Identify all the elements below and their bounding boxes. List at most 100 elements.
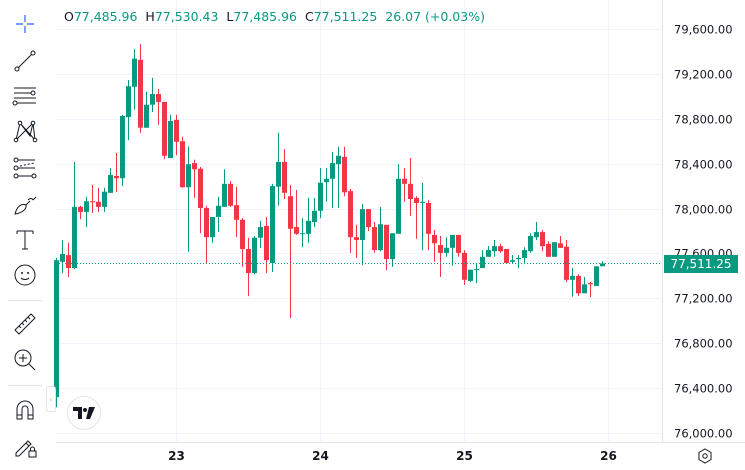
fib-retracement-tool[interactable]: [8, 81, 42, 111]
candle-down: [198, 167, 203, 234]
candle-down: [354, 224, 359, 258]
y-tick-label: 76,000.00: [674, 427, 733, 441]
candle-up: [528, 233, 533, 253]
measure-tool[interactable]: [8, 309, 42, 339]
time-axis[interactable]: 23 24 25 26: [168, 449, 617, 463]
candle-body: [486, 250, 491, 257]
emoji-tool[interactable]: [8, 260, 42, 290]
candle-up: [144, 91, 149, 128]
candle-body: [492, 246, 497, 252]
candle-up: [258, 220, 263, 248]
candle-down: [576, 274, 581, 297]
fib-retracement-icon: [12, 87, 36, 106]
y-tick-label: 78,000.00: [674, 203, 733, 217]
candle-down: [156, 89, 161, 125]
candle-down: [432, 229, 437, 262]
candle-body: [120, 115, 125, 179]
low-value: 77,485.96: [233, 9, 297, 24]
x-tick-label: 24: [312, 449, 329, 463]
candle-down: [96, 187, 101, 212]
candle-body: [534, 232, 539, 238]
candle-body: [546, 243, 551, 257]
candle-down: [342, 146, 347, 197]
candle-body: [462, 252, 467, 280]
magnet-tool[interactable]: [8, 395, 42, 425]
candle-down: [384, 224, 389, 271]
candle-down: [246, 237, 251, 297]
candle-up: [84, 196, 89, 228]
zoom-in-icon: [14, 349, 36, 371]
y-tick-label: 78,400.00: [674, 158, 733, 172]
candle-body: [390, 233, 395, 260]
candle-body: [174, 119, 179, 142]
candle-up: [492, 239, 497, 257]
text-tool[interactable]: [8, 225, 42, 255]
candle-down: [264, 216, 269, 274]
candle-body: [324, 178, 329, 183]
trend-line-icon: [14, 50, 36, 72]
change-value: 26.07 (+0.03%): [385, 9, 485, 24]
settings-icon[interactable]: [697, 448, 713, 464]
candle-up: [324, 168, 329, 202]
candle-body: [252, 237, 257, 274]
candle-body: [594, 266, 599, 286]
pattern-tool[interactable]: [8, 116, 42, 146]
candle-up: [318, 168, 323, 219]
candle-body: [378, 224, 383, 251]
candle-body: [306, 220, 311, 234]
candle-down: [408, 158, 413, 216]
high-label: H: [145, 9, 155, 24]
y-tick-label: 76,800.00: [674, 337, 733, 351]
candle-down: [282, 149, 287, 200]
trend-line-tool[interactable]: [8, 46, 42, 76]
y-tick-label: 78,800.00: [674, 113, 733, 127]
forecast-tool[interactable]: [8, 153, 42, 183]
candles: [54, 44, 605, 408]
candle-up: [396, 164, 401, 234]
ruler-icon: [14, 313, 36, 335]
candle-body: [240, 219, 245, 249]
candle-body: [198, 168, 203, 208]
candle-up: [582, 277, 587, 294]
candle-body: [342, 156, 347, 193]
last-price-tag: 77,511.25: [664, 254, 738, 273]
candle-body: [270, 186, 275, 263]
collapse-toolbar-button[interactable]: ‹: [46, 386, 56, 412]
candle-body: [168, 120, 173, 159]
tradingview-logo[interactable]: [68, 397, 100, 429]
candle-down: [372, 222, 377, 253]
candle-body: [282, 161, 287, 193]
candle-down: [588, 282, 593, 298]
candle-body: [426, 202, 431, 234]
candle-body: [570, 275, 575, 280]
candle-body: [354, 237, 359, 240]
zoom-tool[interactable]: [8, 345, 42, 375]
candle-up: [210, 216, 215, 243]
candle-up: [510, 255, 515, 263]
candle-body: [504, 248, 509, 263]
price-axis[interactable]: 79,600.00 79,200.00 78,800.00 78,400.00 78,0…: [674, 23, 733, 441]
candle-body: [540, 232, 545, 247]
magnet-icon: [16, 400, 34, 420]
candle-body: [126, 86, 131, 118]
candle-up: [534, 222, 539, 240]
candle-down: [366, 209, 371, 231]
candle-down: [192, 159, 197, 198]
candle-body: [312, 210, 317, 223]
lock-drawings-tool[interactable]: [8, 431, 42, 461]
candle-up: [222, 169, 227, 207]
candle-up: [276, 132, 281, 206]
candle-body: [432, 234, 437, 244]
candle-down: [180, 136, 185, 188]
candle-body: [384, 224, 389, 260]
y-tick-label: 76,400.00: [674, 382, 733, 396]
crosshair-tool[interactable]: [8, 9, 42, 39]
candle-down: [204, 205, 209, 263]
emoji-icon: [14, 264, 36, 286]
candle-down: [540, 229, 545, 252]
candle-up: [108, 168, 113, 193]
candle-body: [180, 141, 185, 188]
brush-tool[interactable]: [8, 190, 42, 220]
candle-body: [108, 174, 113, 193]
